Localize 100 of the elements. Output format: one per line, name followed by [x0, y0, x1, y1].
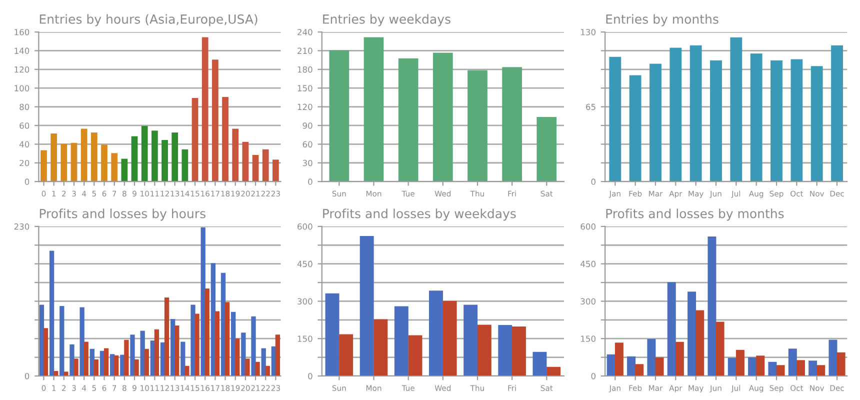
bar	[60, 144, 68, 182]
bar	[231, 312, 236, 376]
bar	[770, 60, 782, 182]
bar	[728, 358, 736, 376]
bar	[690, 45, 702, 182]
bar	[710, 60, 722, 182]
y-tick-label: 150	[581, 336, 596, 342]
y-tick-label: 0	[591, 178, 596, 185]
bar	[655, 357, 664, 376]
bar	[329, 50, 350, 182]
y-tick-label: 150	[298, 336, 312, 342]
y-tick-label: 0	[308, 372, 312, 380]
bar	[716, 322, 724, 376]
chart-title: Profits and losses by months	[606, 208, 784, 221]
bar	[174, 326, 180, 376]
y-tick-label: 0	[24, 372, 30, 380]
bar	[788, 348, 797, 376]
bar	[675, 342, 684, 376]
bar	[154, 329, 160, 376]
bar	[502, 67, 522, 182]
chart-title: Entries by hours (Asia,Europe,USA)	[40, 14, 258, 26]
bar	[140, 330, 145, 376]
bar	[498, 324, 512, 376]
bar	[130, 334, 135, 376]
y-tick-label: 90	[302, 122, 312, 129]
bar	[512, 326, 526, 376]
bar	[748, 357, 757, 376]
y-tick-label: 300	[298, 298, 312, 304]
bar	[428, 290, 443, 376]
bar	[546, 366, 561, 376]
bar	[210, 263, 216, 376]
bar	[394, 306, 408, 376]
bar	[398, 58, 418, 182]
bar	[776, 365, 785, 376]
y-tick-label: 20	[20, 160, 30, 166]
bar	[768, 362, 777, 376]
bar	[696, 310, 704, 376]
bar	[251, 316, 256, 376]
bar	[43, 328, 48, 376]
bar	[84, 342, 88, 376]
bar	[325, 293, 340, 376]
bar	[134, 359, 139, 376]
bar	[90, 132, 98, 182]
bar	[212, 60, 218, 182]
y-tick-label: 0	[591, 372, 596, 380]
bar	[164, 298, 170, 376]
y-tick-label: 120	[14, 66, 30, 73]
bar	[214, 311, 220, 376]
bar	[180, 342, 186, 376]
y-tick-label: 30	[302, 160, 312, 166]
bar	[750, 53, 762, 182]
bar	[121, 158, 128, 182]
bar	[609, 56, 622, 182]
y-tick-label: 160	[14, 28, 30, 36]
y-tick-label: 40	[19, 141, 30, 148]
y-tick-label: 100	[14, 85, 30, 92]
bar	[194, 314, 200, 376]
bar	[816, 365, 826, 376]
bar	[708, 236, 716, 376]
bar	[141, 126, 148, 182]
bar	[265, 366, 270, 376]
bar	[60, 306, 64, 376]
y-tick-label: 130	[581, 28, 596, 36]
bar	[94, 359, 99, 376]
bar	[70, 344, 74, 376]
y-tick-label: 140	[14, 48, 30, 54]
bar	[40, 150, 47, 182]
bar	[101, 144, 108, 182]
bar	[468, 70, 488, 182]
bar	[255, 362, 260, 376]
bar	[74, 358, 78, 376]
bar	[272, 160, 279, 182]
chart-title: Profits and losses by weekdays	[323, 208, 516, 221]
bar	[232, 128, 239, 182]
bar	[144, 348, 149, 376]
bar	[80, 128, 88, 182]
bar	[124, 340, 129, 376]
bar	[252, 154, 259, 182]
bar	[606, 354, 616, 376]
bar	[614, 342, 624, 376]
y-tick-label: 300	[580, 298, 596, 304]
bar	[235, 338, 240, 376]
bar	[50, 133, 58, 182]
y-tick-label: 0	[308, 178, 312, 185]
y-tick-label: 65	[586, 104, 596, 110]
bar	[172, 132, 178, 182]
chart-title: Profits and losses by hours	[40, 208, 206, 221]
bar	[80, 307, 84, 376]
bar	[828, 340, 838, 376]
y-tick-label: 150	[298, 85, 312, 92]
bar	[670, 48, 682, 182]
bar	[184, 366, 190, 376]
y-tick-label: 210	[298, 48, 312, 54]
bar	[204, 288, 210, 376]
bar	[200, 227, 206, 376]
bar	[796, 360, 805, 376]
y-tick-label: 0	[24, 178, 30, 185]
bar	[131, 136, 138, 182]
bar	[667, 282, 676, 376]
bar	[477, 324, 492, 376]
